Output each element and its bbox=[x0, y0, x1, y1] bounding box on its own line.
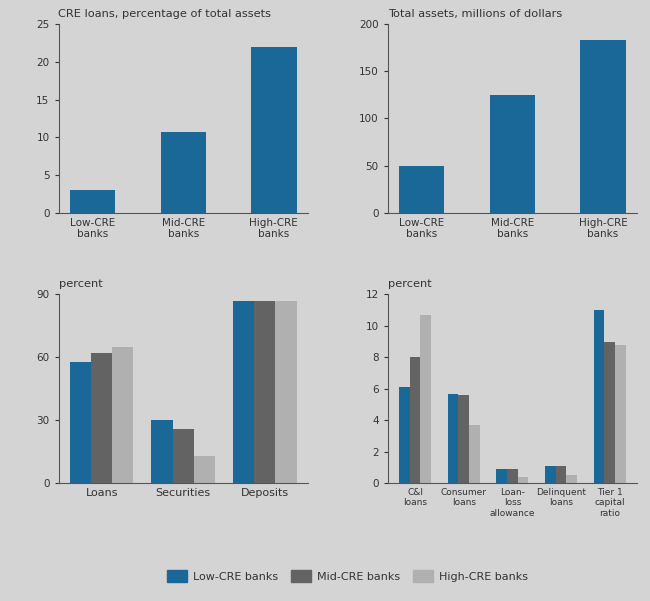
Bar bbox=[489, 95, 535, 213]
Text: Total assets, millions of dollars: Total assets, millions of dollars bbox=[387, 9, 562, 19]
Bar bbox=[161, 132, 206, 213]
Bar bbox=[233, 300, 254, 483]
Bar bbox=[91, 353, 112, 483]
Bar bbox=[545, 466, 556, 483]
Bar bbox=[173, 429, 194, 483]
Bar bbox=[566, 475, 577, 483]
Bar bbox=[70, 362, 91, 483]
Bar bbox=[604, 341, 615, 483]
Bar bbox=[194, 456, 215, 483]
Bar bbox=[112, 347, 133, 483]
Bar bbox=[421, 315, 431, 483]
Bar bbox=[254, 300, 276, 483]
Bar bbox=[70, 190, 115, 213]
Legend: Low-CRE banks, Mid-CRE banks, High-CRE banks: Low-CRE banks, Mid-CRE banks, High-CRE b… bbox=[168, 570, 528, 582]
Bar bbox=[615, 345, 626, 483]
Bar bbox=[251, 47, 296, 213]
Bar bbox=[580, 40, 626, 213]
Bar bbox=[556, 466, 566, 483]
Bar bbox=[151, 420, 173, 483]
Bar bbox=[507, 469, 517, 483]
Bar bbox=[276, 300, 296, 483]
Bar bbox=[448, 394, 458, 483]
Bar bbox=[469, 425, 480, 483]
Bar bbox=[399, 166, 445, 213]
Bar bbox=[458, 395, 469, 483]
Text: percent: percent bbox=[387, 279, 432, 290]
Bar bbox=[410, 358, 421, 483]
Bar bbox=[593, 310, 604, 483]
Bar bbox=[496, 469, 507, 483]
Bar bbox=[517, 477, 528, 483]
Text: percent: percent bbox=[58, 279, 102, 290]
Text: CRE loans, percentage of total assets: CRE loans, percentage of total assets bbox=[58, 9, 272, 19]
Bar bbox=[399, 387, 410, 483]
